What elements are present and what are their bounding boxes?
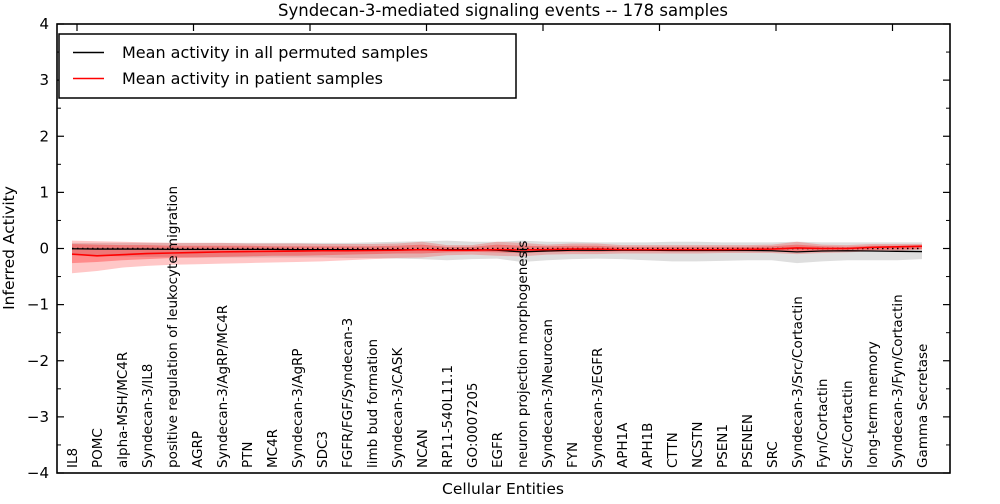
x-tick-label: Fyn/Cortactin xyxy=(815,379,831,468)
y-tick-label: −3 xyxy=(27,408,49,426)
x-tick-label: APH1B xyxy=(640,423,656,468)
bands-layer xyxy=(72,240,922,274)
x-tick-label: FGFR/FGF/Syndecan-3 xyxy=(340,318,356,468)
y-tick-label: −2 xyxy=(27,352,49,370)
y-tick-label: 1 xyxy=(39,183,49,201)
y-tick-label: 2 xyxy=(39,127,49,145)
band-permuted-activity-range xyxy=(72,240,922,264)
x-tick-label: positive regulation of leukocyte migrati… xyxy=(165,186,181,468)
y-tick-label: −1 xyxy=(27,296,49,314)
x-tick-label: alpha-MSH/MC4R xyxy=(115,352,131,468)
x-tick-label: EGFR xyxy=(490,432,506,468)
y-tick-label: −4 xyxy=(27,464,49,482)
band-patient-activity-outer-range xyxy=(72,240,922,274)
x-tick-label: PTN xyxy=(240,442,256,469)
x-tick-label: IL8 xyxy=(65,448,81,468)
chart-title: Syndecan-3-mediated signaling events -- … xyxy=(278,1,728,20)
x-tick-label: PSENEN xyxy=(740,414,756,468)
x-tick-label: Syndecan-3/CASK xyxy=(390,347,406,468)
x-tick-label: limb bud formation xyxy=(365,339,381,468)
x-tick-label: Syndecan-3/Neurocan xyxy=(540,319,556,468)
x-tick-label: Syndecan-3/Src/Cortactin xyxy=(790,296,806,468)
patient-mean-line xyxy=(71,245,923,257)
x-tick-label: SDC3 xyxy=(315,431,331,468)
x-tick-label: SRC xyxy=(765,441,781,468)
x-tick-label: Syndecan-3/IL8 xyxy=(140,364,156,468)
lines-layer xyxy=(71,245,923,257)
legend-label-permuted: Mean activity in all permuted samples xyxy=(122,43,428,62)
x-axis-label: Cellular Entities xyxy=(442,480,564,498)
x-tick-label: POMC xyxy=(90,428,106,468)
y-tick-label: 3 xyxy=(39,71,49,89)
x-tick-label: RP11-540L11.1 xyxy=(440,365,456,468)
x-tick-label: APH1A xyxy=(615,422,631,468)
x-tick-label: AGRP xyxy=(190,431,206,468)
x-tick-label: GO:0007205 xyxy=(465,382,481,468)
band-patient-activity-inner-range xyxy=(72,244,922,264)
y-tick-label: 4 xyxy=(39,15,49,33)
x-tick-label: Gamma Secretase xyxy=(915,344,931,468)
x-tick-label: Src/Cortactin xyxy=(840,380,856,468)
x-tick-label: MC4R xyxy=(265,429,281,468)
axes-layer xyxy=(56,23,951,474)
x-tick-label: PSEN1 xyxy=(715,424,731,468)
x-tick-label: Syndecan-3/AgRP xyxy=(290,348,306,468)
x-tick-label: CTTN xyxy=(665,432,681,468)
legend-label-patient: Mean activity in patient samples xyxy=(122,69,383,88)
x-tick-label: long-term memory xyxy=(865,341,881,468)
legend: Mean activity in all permuted samples Me… xyxy=(58,33,517,99)
legend-box xyxy=(58,33,517,99)
y-tick-label: 0 xyxy=(39,240,49,258)
x-tick-label: Syndecan-3/Fyn/Cortactin xyxy=(890,294,906,468)
x-tick-label: Syndecan-3/AgRP/MC4R xyxy=(215,305,231,468)
x-tick-label: Syndecan-3/EGFR xyxy=(590,348,606,468)
x-tick-label: NCAN xyxy=(415,429,431,468)
y-axis-label: Inferred Activity xyxy=(0,186,18,310)
x-tick-label: neuron projection morphogenesis xyxy=(515,241,531,468)
x-tick-label: FYN xyxy=(565,442,581,468)
tick-label-layer: 4 3 2 1 0 −1 −2 −3 −4 IL8 POMC alpha-MSH/MC4R Syndec… xyxy=(27,15,931,482)
x-tick-label: NCSTN xyxy=(690,422,706,468)
